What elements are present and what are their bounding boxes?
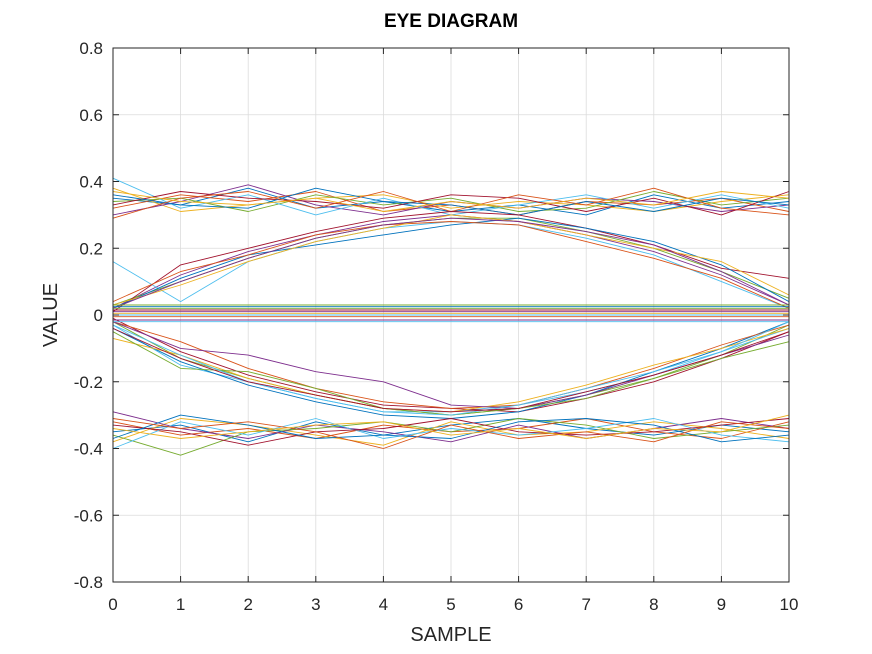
trace-line-27 [112, 321, 790, 416]
chart-title: EYE DIAGRAM [384, 11, 518, 32]
x-tick-label: 0 [108, 595, 117, 614]
y-axis-label: VALUE [40, 283, 62, 347]
x-tick-label: 5 [446, 595, 455, 614]
x-tick-label: 9 [717, 595, 726, 614]
y-tick-label: -0.2 [74, 373, 103, 392]
x-tick-label: 1 [176, 595, 185, 614]
x-tick-labels: 0 1 2 3 4 5 6 7 8 9 10 [108, 595, 798, 614]
x-tick-label: 3 [311, 595, 320, 614]
y-tick-label: 0.4 [79, 173, 103, 192]
y-tick-label: 0.2 [79, 239, 103, 258]
trace-line-10 [112, 191, 790, 212]
trace-line-17 [112, 214, 790, 306]
x-axis-label: SAMPLE [410, 624, 491, 646]
trace-line-16 [112, 221, 790, 309]
y-tick-label: -0.4 [74, 440, 103, 459]
trace-line-15 [112, 217, 790, 309]
x-tick-label: 10 [780, 595, 799, 614]
y-tick-label: 0 [94, 306, 103, 325]
x-tick-label: 8 [649, 595, 658, 614]
trace-line-8 [112, 187, 790, 216]
trace-line-23 [112, 321, 790, 409]
y-tick-label: 0.6 [79, 106, 103, 125]
trace-line-36 [112, 414, 790, 443]
trace-group [112, 177, 790, 456]
x-tick-label: 7 [581, 595, 590, 614]
x-tick-label: 4 [379, 595, 388, 614]
axis-ticks [112, 47, 790, 583]
x-tick-label: 2 [243, 595, 252, 614]
trace-line-38 [112, 414, 790, 439]
y-tick-label: -0.6 [74, 506, 103, 525]
y-tick-label: 0.8 [79, 39, 103, 58]
trace-line-28 [112, 327, 790, 413]
trace-line-34 [112, 418, 790, 449]
trace-line-37 [112, 418, 790, 449]
trace-line-33 [112, 418, 790, 456]
trace-line-7 [112, 191, 790, 216]
trace-line-32 [112, 411, 790, 443]
x-tick-label: 6 [514, 595, 523, 614]
y-tick-labels: -0.8 -0.6 -0.4 -0.2 0 0.2 0.4 0.6 0.8 [74, 39, 103, 592]
trace-line-18 [112, 217, 790, 309]
y-tick-label: -0.8 [74, 573, 103, 592]
